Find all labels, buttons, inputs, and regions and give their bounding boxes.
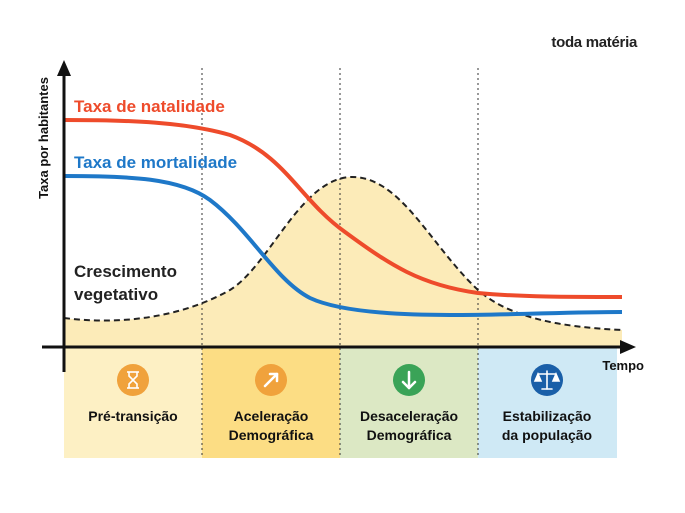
hourglass-glyph xyxy=(127,371,139,389)
x-axis-label: Tempo xyxy=(602,358,644,373)
stage-3-label-line2: Demográfica xyxy=(367,427,452,443)
arrow-up-right-glyph xyxy=(263,372,279,388)
stage-aceleracao: Aceleração Demográfica xyxy=(229,364,314,443)
death-rate-label: Taxa de mortalidade xyxy=(74,153,237,172)
stage-4-label-line1: Estabilização xyxy=(503,408,592,424)
y-axis-arrow xyxy=(57,60,71,76)
vegetative-growth-curve xyxy=(63,175,623,331)
stage-3-label-line1: Desaceleração xyxy=(360,408,458,424)
stage-estabilizacao: Estabilização da população xyxy=(502,364,592,443)
stage-desaceleracao: Desaceleração Demográfica xyxy=(360,364,458,443)
vegetative-growth-label-line1: Crescimento xyxy=(74,262,177,281)
vegetative-growth-area xyxy=(64,176,622,346)
stage-4-label-line2: da população xyxy=(502,427,592,443)
stage-2-label-line1: Aceleração xyxy=(234,408,309,424)
birth-rate-label: Taxa de natalidade xyxy=(74,97,225,116)
vegetative-growth-label-line2: vegetativo xyxy=(74,285,158,304)
arrow-down-glyph xyxy=(401,370,417,390)
y-axis-label: Taxa por habitantes xyxy=(36,77,51,199)
scale-glyph xyxy=(533,370,561,390)
brand-logo: toda matéria xyxy=(551,34,638,51)
stage-2-label-line2: Demográfica xyxy=(229,427,314,443)
birth-rate-curve xyxy=(63,118,623,299)
stage-pre-transicao: Pré-transição xyxy=(88,364,178,424)
death-rate-curve xyxy=(63,174,623,318)
stage-1-label: Pré-transição xyxy=(88,408,177,424)
x-axis-arrow xyxy=(620,340,636,354)
